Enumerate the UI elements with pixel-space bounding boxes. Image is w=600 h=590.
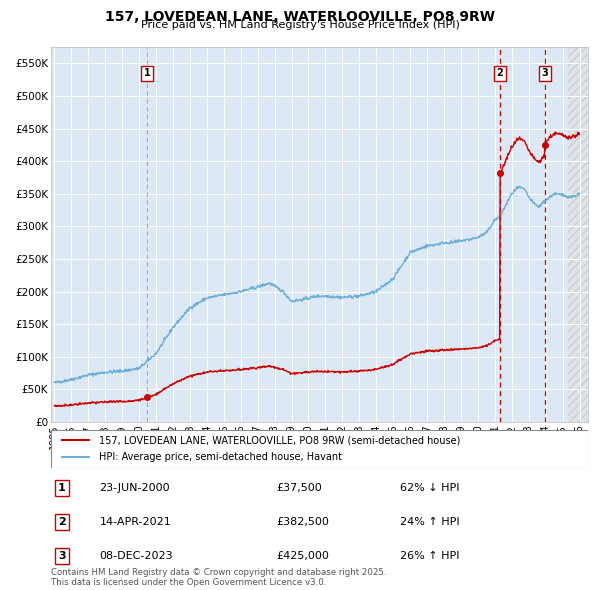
Text: 2: 2 xyxy=(496,68,503,78)
Text: 62% ↓ HPI: 62% ↓ HPI xyxy=(400,483,460,493)
Text: 157, LOVEDEAN LANE, WATERLOOVILLE, PO8 9RW (semi-detached house): 157, LOVEDEAN LANE, WATERLOOVILLE, PO8 9… xyxy=(100,435,461,445)
Text: 1: 1 xyxy=(58,483,65,493)
Text: 1: 1 xyxy=(143,68,151,78)
Text: Contains HM Land Registry data © Crown copyright and database right 2025.
This d: Contains HM Land Registry data © Crown c… xyxy=(51,568,386,587)
Text: £382,500: £382,500 xyxy=(277,517,329,527)
Text: £425,000: £425,000 xyxy=(277,552,329,561)
Text: 24% ↑ HPI: 24% ↑ HPI xyxy=(400,517,460,527)
FancyBboxPatch shape xyxy=(51,430,588,468)
Text: 08-DEC-2023: 08-DEC-2023 xyxy=(100,552,173,561)
Text: 3: 3 xyxy=(541,68,548,78)
Text: 26% ↑ HPI: 26% ↑ HPI xyxy=(400,552,460,561)
Text: Price paid vs. HM Land Registry's House Price Index (HPI): Price paid vs. HM Land Registry's House … xyxy=(140,20,460,30)
Text: £37,500: £37,500 xyxy=(277,483,322,493)
Text: 157, LOVEDEAN LANE, WATERLOOVILLE, PO8 9RW: 157, LOVEDEAN LANE, WATERLOOVILLE, PO8 9… xyxy=(105,10,495,24)
Text: HPI: Average price, semi-detached house, Havant: HPI: Average price, semi-detached house,… xyxy=(100,452,343,462)
Text: 23-JUN-2000: 23-JUN-2000 xyxy=(100,483,170,493)
Bar xyxy=(568,47,588,422)
Text: 2: 2 xyxy=(58,517,65,527)
Text: 3: 3 xyxy=(58,552,65,561)
Text: 14-APR-2021: 14-APR-2021 xyxy=(100,517,171,527)
